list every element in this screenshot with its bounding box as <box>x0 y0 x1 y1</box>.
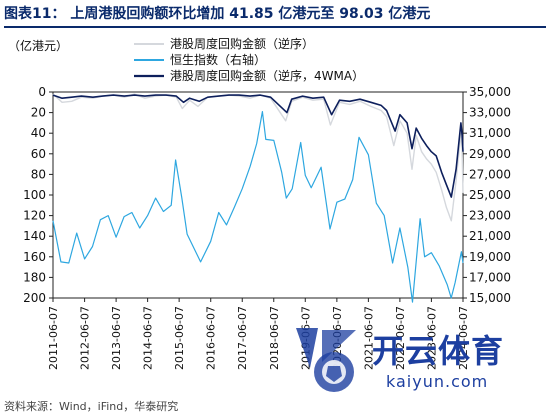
left-tick-label: 180 <box>23 270 46 284</box>
left-tick-label: 140 <box>23 229 46 243</box>
right-tick-label: 17,000 <box>469 270 511 284</box>
left-tick-label: 20 <box>31 106 46 120</box>
right-tick-label: 35,000 <box>469 85 511 99</box>
left-axis-label: （亿港元） <box>8 38 68 53</box>
source-note: 资料来源：Wind，iFind，华泰研究 <box>4 400 179 413</box>
x-tick-label: 2013-06-07 <box>110 306 123 370</box>
x-tick-label: 2015-06-07 <box>173 306 186 370</box>
right-tick-label: 23,000 <box>469 209 511 223</box>
legend-label: 港股周度回购金额（逆序） <box>170 36 314 51</box>
right-tick-label: 15,000 <box>469 291 511 305</box>
x-tick-label: 2011-06-07 <box>47 306 60 370</box>
left-tick-label: 160 <box>23 250 46 264</box>
title-divider <box>4 26 546 28</box>
right-tick-label: 21,000 <box>469 229 511 243</box>
right-tick-label: 31,000 <box>469 126 511 140</box>
right-tick-label: 25,000 <box>469 188 511 202</box>
left-tick-label: 200 <box>23 291 46 305</box>
watermark-text: 开云体育 <box>372 332 505 370</box>
x-tick-label: 2021-06-07 <box>362 306 375 370</box>
watermark: 开云体育 kaiyun.com <box>282 322 544 400</box>
series-layer <box>52 93 464 303</box>
right-tick-label: 27,000 <box>469 167 511 181</box>
series-line-2 <box>52 93 464 222</box>
x-tick-label: 2017-06-07 <box>236 306 249 370</box>
x-tick-label: 2014-06-07 <box>142 306 155 370</box>
x-tick-label: 2012-06-07 <box>79 306 92 370</box>
x-tick-label: 2023-06-07 <box>425 306 438 370</box>
right-tick-label: 19,000 <box>469 250 511 264</box>
x-tick-label: 2018-06-07 <box>268 306 281 370</box>
x-tick-label: 2022-06-07 <box>394 306 407 370</box>
series-line-1 <box>52 110 464 303</box>
legend: 港股周度回购金额（逆序）恒生指数（右轴）港股周度回购金额（逆序，4WMA） <box>134 36 364 83</box>
left-tick-label: 120 <box>23 209 46 223</box>
legend-label: 恒生指数（右轴） <box>170 52 266 67</box>
left-tick-label: 80 <box>31 167 46 181</box>
watermark-url: kaiyun.com <box>386 372 489 391</box>
left-tick-label: 60 <box>31 147 46 161</box>
x-tick-label: 2024-06-07 <box>457 306 470 370</box>
chart-title: 图表11： 上周港股回购额环比增加 41.85 亿港元至 98.03 亿港元 <box>4 6 431 22</box>
right-tick-label: 29,000 <box>469 147 511 161</box>
axis-layer: 0 20 40 60 80 100 120 140 160 180 200 15,000 17,000 1… <box>8 38 511 370</box>
series-line-3 <box>52 94 464 198</box>
watermark-logo-icon <box>296 328 356 392</box>
left-tick-label: 100 <box>23 188 46 202</box>
right-tick-label: 33,000 <box>469 106 511 120</box>
left-tick-label: 40 <box>31 126 46 140</box>
left-tick-label: 0 <box>38 85 46 99</box>
legend-label: 港股周度回购金额（逆序，4WMA） <box>170 68 364 83</box>
x-tick-label: 2016-06-07 <box>205 306 218 370</box>
